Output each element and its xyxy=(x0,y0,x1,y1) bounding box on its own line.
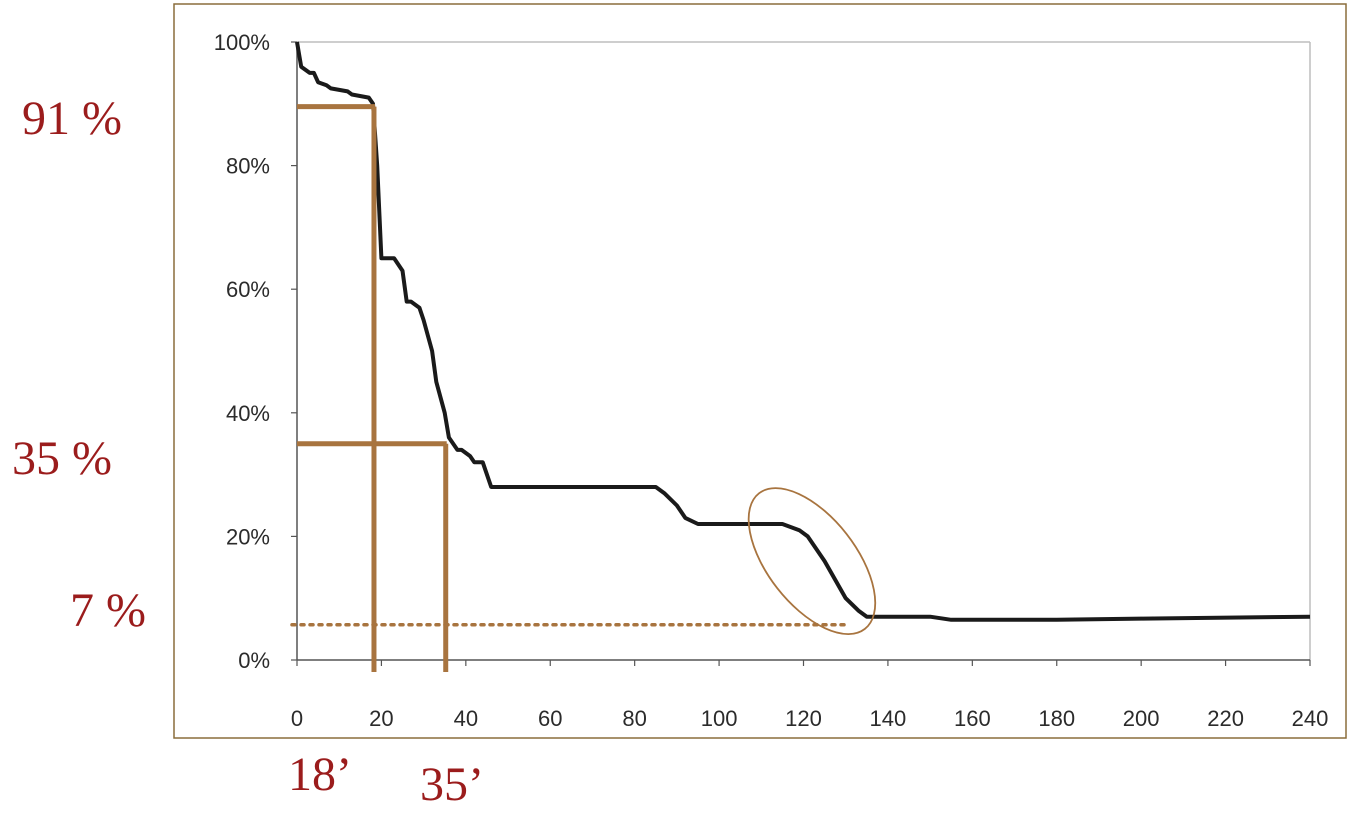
x-tick-label: 160 xyxy=(954,706,991,731)
annotation-35-minutes: 35’ xyxy=(420,758,484,811)
x-tick-label: 100 xyxy=(701,706,738,731)
y-tick-label: 100% xyxy=(214,30,270,55)
x-tick-label: 240 xyxy=(1292,706,1329,731)
x-tick-label: 60 xyxy=(538,706,562,731)
annotation-91-percent: 91 % xyxy=(22,92,122,145)
y-tick-label: 40% xyxy=(226,401,270,426)
x-tick-label: 120 xyxy=(785,706,822,731)
annotation-layer: 91 % 35 % 7 % 18’ 35’ xyxy=(12,92,484,811)
y-tick-label: 20% xyxy=(226,524,270,549)
chart-frame xyxy=(173,3,1347,739)
x-tick-label: 180 xyxy=(1038,706,1075,731)
y-tick-label: 60% xyxy=(226,277,270,302)
annotation-7-percent: 7 % xyxy=(70,584,146,637)
curve-layer xyxy=(295,41,1311,622)
annotation-35-percent: 35 % xyxy=(12,432,112,485)
x-tick-label: 80 xyxy=(622,706,646,731)
x-tick-label: 0 xyxy=(291,706,303,731)
highlight-ellipse xyxy=(747,487,877,636)
annotation-18-minutes: 18’ xyxy=(288,748,352,801)
y-tick-label: 0% xyxy=(238,648,270,673)
tick-labels: 0 20 40 60 80 100 120 140 160 180 200 220 240 0% 20% 40… xyxy=(214,30,1329,731)
x-tick-label: 40 xyxy=(454,706,478,731)
survival-curve-line xyxy=(295,41,1311,622)
x-tick-label: 20 xyxy=(369,706,393,731)
x-tick-label: 200 xyxy=(1123,706,1160,731)
x-tick-label: 220 xyxy=(1207,706,1244,731)
y-tick-label: 80% xyxy=(226,154,270,179)
x-tick-label: 140 xyxy=(870,706,907,731)
marker-layer xyxy=(290,104,877,672)
